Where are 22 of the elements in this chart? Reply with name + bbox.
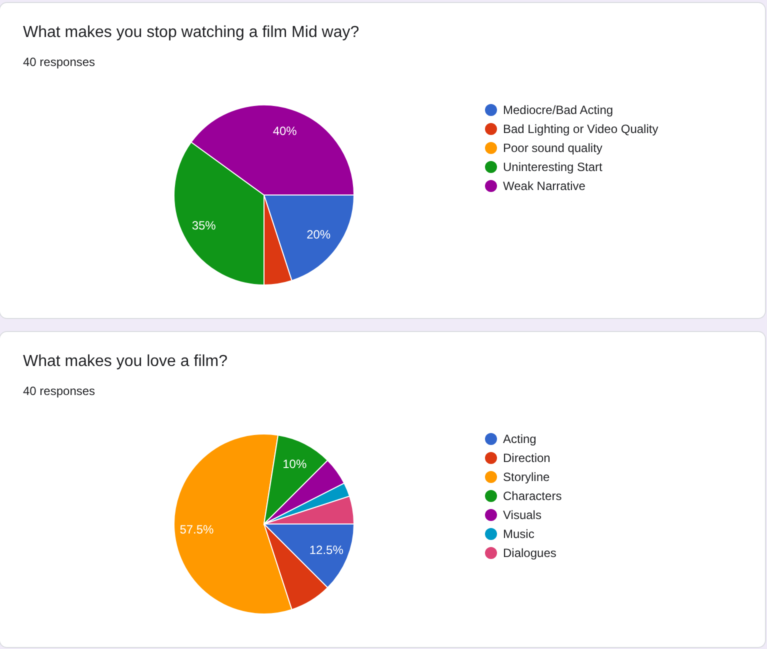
text: 40 responses [23, 384, 96, 398]
legend-label: Uninteresting Start [503, 160, 602, 174]
data-label: 10% [282, 456, 307, 471]
data-label: 12.5% [309, 542, 344, 557]
legend-label: Acting [503, 432, 536, 446]
chart-title: What makes you stop watching a film Mid way? [23, 24, 360, 42]
legend-label: Mediocre/Bad Acting [503, 102, 614, 116]
data-label: 57.5% [180, 522, 214, 536]
legend-label: Visuals [503, 508, 542, 522]
data-label: 40% [272, 124, 298, 138]
legend-label: Bad Lighting or Video Quality [503, 122, 658, 136]
legend-label: Poor sound quality [503, 140, 602, 154]
legend-label: Dialogues [503, 546, 556, 560]
legend-label: Characters [503, 488, 562, 502]
legend-label: Direction [503, 450, 550, 464]
data-label: 20% [306, 228, 331, 242]
legend-label: Storyline [503, 470, 550, 484]
chart-title: What makes you love a film? [23, 353, 228, 371]
legend-label: Music [503, 526, 534, 540]
text: 40 responses [23, 55, 96, 69]
data-label: 35% [192, 218, 216, 233]
legend-label: Weak Narrative [503, 178, 586, 192]
